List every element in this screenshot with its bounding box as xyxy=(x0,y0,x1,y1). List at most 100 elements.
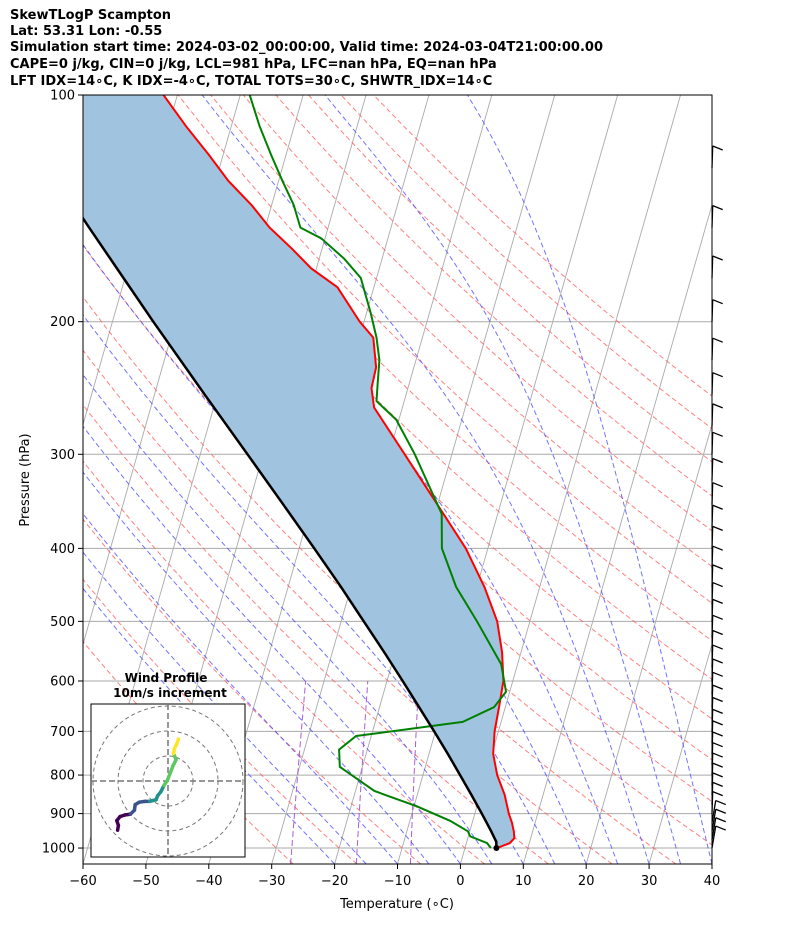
dry-adiabat xyxy=(83,640,294,864)
moist-adiabat xyxy=(83,512,398,864)
wind-barb-flag xyxy=(712,781,723,787)
time-line: Simulation start time: 2024-03-02_00:00:… xyxy=(10,40,603,55)
y-tick-label: 700 xyxy=(50,725,75,740)
wind-barb xyxy=(711,800,717,823)
wind-barb-flag xyxy=(712,205,723,211)
wind-barb xyxy=(711,482,714,505)
dry-adiabat xyxy=(210,95,712,568)
parcel-start-marker xyxy=(493,845,500,852)
moist-adiabat xyxy=(83,314,524,864)
y-axis-label: Pressure (hPa) xyxy=(18,433,33,526)
y-tick-label: 400 xyxy=(50,542,75,557)
moist-adiabat xyxy=(466,95,712,864)
adiabat-guides xyxy=(83,95,712,864)
wind-barb-flag xyxy=(712,720,723,726)
wind-barb-flag xyxy=(712,545,723,551)
x-tick-label: 40 xyxy=(704,874,721,889)
wind-barb xyxy=(711,458,714,481)
isotherm-line xyxy=(585,422,712,864)
wind-barb-flag xyxy=(712,525,723,531)
x-tick-label: −30 xyxy=(258,874,285,889)
wind-barb xyxy=(711,145,714,168)
y-tick-label: 1000 xyxy=(42,842,75,857)
y-tick-label: 300 xyxy=(50,448,75,463)
wind-barb-flag xyxy=(712,762,723,768)
wind-barb-flag xyxy=(712,731,723,737)
wind-barb-flag xyxy=(712,504,723,510)
wind-barb-flag xyxy=(712,299,723,305)
moist-adiabat xyxy=(201,95,650,864)
cape-line: CAPE=0 j/kg, CIN=0 j/kg, LCL=981 hPa, LF… xyxy=(10,57,497,72)
wind-barb-flag xyxy=(712,614,723,620)
isotherm-line xyxy=(522,203,712,864)
x-tick-label: 0 xyxy=(456,874,464,889)
wind-barb-flag xyxy=(715,817,727,823)
wind-barb-flag xyxy=(712,564,723,570)
dry-adiabat xyxy=(83,349,613,864)
mixing-ratio-line xyxy=(409,680,420,864)
parcel-line xyxy=(83,216,498,849)
location-line: Lat: 53.31 Lon: -0.55 xyxy=(10,24,163,39)
wind-barb xyxy=(711,403,714,426)
wind-barb xyxy=(711,564,714,587)
wind-barb-flag xyxy=(712,696,723,703)
y-axis-ticks: 100 200 300 400 500 600 700 800 900 1000 xyxy=(42,89,83,857)
x-axis-label: Temperature (∘C) xyxy=(339,897,454,912)
moist-adiabat xyxy=(83,425,461,864)
x-tick-label: −50 xyxy=(132,874,159,889)
wind-barb xyxy=(711,432,714,455)
moist-adiabat xyxy=(83,471,430,864)
wind-barb xyxy=(711,255,714,279)
chart-title: SkewTLogP Scampton xyxy=(10,8,172,23)
wind-barb-flag xyxy=(712,145,723,151)
wind-barb xyxy=(711,338,714,361)
wind-barb-flag xyxy=(712,658,723,664)
x-tick-label: 20 xyxy=(578,874,595,889)
sounding-series xyxy=(83,95,516,852)
wind-barb-flag xyxy=(712,790,723,797)
y-tick-label: 100 xyxy=(50,89,75,104)
moist-adiabat xyxy=(83,551,367,864)
y-tick-label: 600 xyxy=(50,674,75,689)
isotherm-line xyxy=(334,95,556,864)
wind-barb-flag xyxy=(712,708,723,714)
wind-barb-flag xyxy=(712,671,723,677)
wind-barb xyxy=(711,299,714,322)
wind-barb-flag xyxy=(712,644,723,650)
wind-barb xyxy=(711,546,714,569)
wind-barb xyxy=(711,505,714,528)
x-tick-label: −10 xyxy=(384,874,411,889)
wind-barb-flag xyxy=(712,581,723,588)
index-line: LFT IDX=14∘C, K IDX=-4∘C, TOTAL TOTS=30∘… xyxy=(10,74,493,89)
isotherm-line xyxy=(648,642,712,864)
wind-barb-flag xyxy=(712,772,723,778)
wind-barb-flag xyxy=(712,752,723,758)
wind-barb-flag xyxy=(712,457,723,464)
moist-adiabat xyxy=(83,587,335,864)
wind-barb-flag xyxy=(715,808,727,814)
dry-adiabat xyxy=(177,95,712,604)
wind-barb xyxy=(711,809,717,832)
x-axis-ticks: −60 −50 −40 −30 −20 −10 0 10 20 30 40 xyxy=(69,864,720,889)
dry-adiabat xyxy=(83,518,422,864)
wind-barb xyxy=(711,526,714,549)
wind-barb-flag xyxy=(712,403,723,409)
x-tick-label: 10 xyxy=(515,874,532,889)
wind-barb xyxy=(711,817,717,840)
mixing-ratio-line xyxy=(355,680,369,864)
mixing-ratio-line xyxy=(290,680,307,864)
y-tick-label: 900 xyxy=(50,807,75,822)
wind-barbs xyxy=(711,95,727,864)
wind-barb xyxy=(711,825,717,849)
wind-barb-flag xyxy=(712,684,723,690)
wind-barb-flag xyxy=(712,629,723,636)
moist-adiabat xyxy=(83,243,556,864)
wind-barb-flag xyxy=(715,799,727,806)
dewpoint-line xyxy=(248,95,508,849)
x-tick-label: −20 xyxy=(321,874,348,889)
hodograph-plot xyxy=(91,704,245,857)
x-tick-label: −60 xyxy=(69,874,96,889)
dry-adiabat xyxy=(83,296,677,864)
